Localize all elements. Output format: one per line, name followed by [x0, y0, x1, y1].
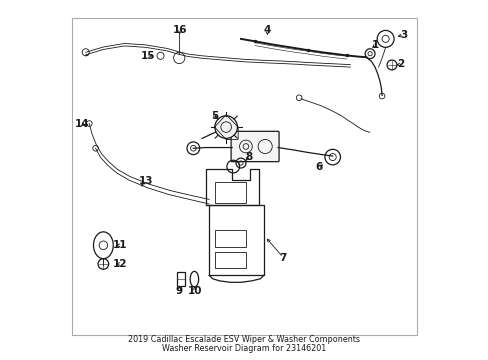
Text: 7: 7 — [279, 253, 286, 262]
Text: 14: 14 — [75, 119, 89, 129]
Circle shape — [214, 116, 237, 138]
Text: 2: 2 — [397, 59, 404, 69]
Text: 16: 16 — [173, 26, 187, 35]
Text: 13: 13 — [138, 176, 153, 186]
Text: 4: 4 — [263, 26, 270, 35]
Polygon shape — [214, 115, 238, 139]
Text: 2019 Cadillac Escalade ESV Wiper & Washer Components: 2019 Cadillac Escalade ESV Wiper & Washe… — [128, 335, 360, 344]
Polygon shape — [209, 205, 264, 275]
FancyBboxPatch shape — [177, 273, 185, 286]
Polygon shape — [205, 170, 258, 205]
Text: 11: 11 — [113, 240, 127, 250]
Text: 3: 3 — [400, 30, 407, 40]
Text: 15: 15 — [141, 51, 156, 61]
Text: 5: 5 — [210, 111, 218, 121]
Text: Washer Reservoir Diagram for 23146201: Washer Reservoir Diagram for 23146201 — [162, 344, 326, 353]
FancyBboxPatch shape — [231, 131, 279, 162]
Text: 8: 8 — [244, 152, 252, 162]
Text: 10: 10 — [187, 286, 202, 296]
Text: 12: 12 — [113, 259, 127, 269]
Text: 1: 1 — [371, 40, 378, 50]
Text: 9: 9 — [175, 286, 183, 296]
Text: 6: 6 — [314, 162, 322, 172]
